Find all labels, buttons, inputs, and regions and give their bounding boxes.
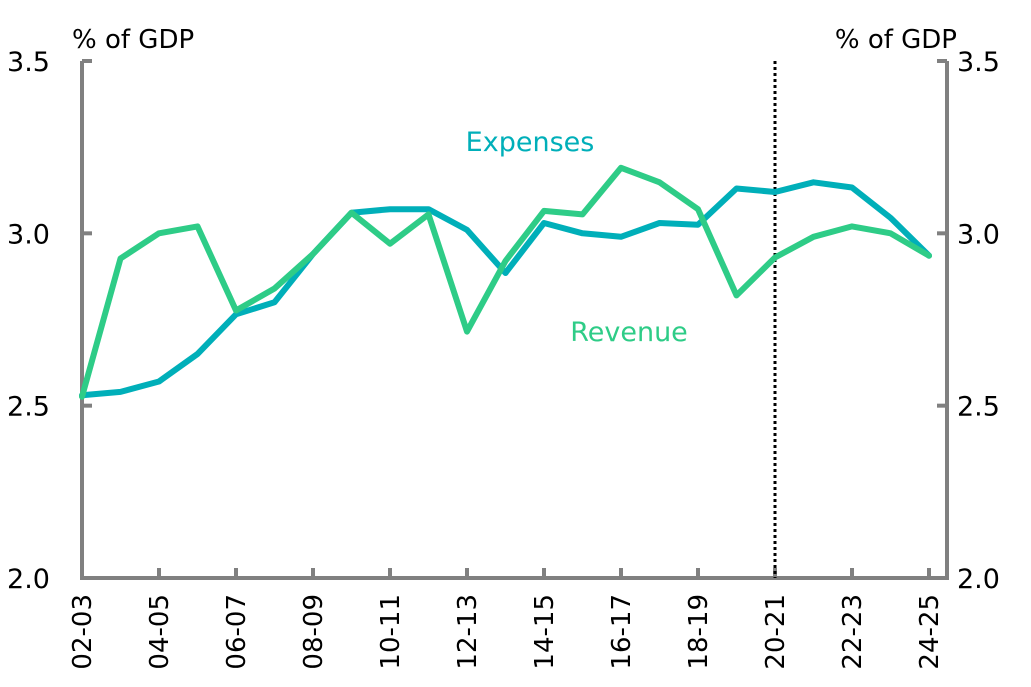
y-tick-label-right: 3.5: [957, 47, 1000, 78]
x-tick-label: 18-19: [684, 594, 714, 670]
y-tick-label-left: 3.0: [7, 219, 50, 250]
series-lines: [79, 164, 932, 400]
y-tick-label-left: 2.0: [7, 564, 50, 595]
revenue-line: [79, 164, 932, 400]
y-tick-label-left: 2.5: [7, 392, 50, 423]
y-tick-label-right: 2.5: [957, 392, 1000, 423]
x-tick-label: 20-21: [761, 594, 791, 670]
labels: 2.0 2.0 2.5 2.5 3.0 3.0 3.5 3.5 02-03 04-05 06-07 0…: [7, 47, 1000, 670]
revenue-series-label: Revenue: [570, 317, 688, 348]
x-tick-label: 16-17: [607, 594, 637, 670]
x-tick-label: 08-09: [299, 594, 329, 670]
y-tick-label-right: 2.0: [957, 564, 1000, 595]
x-tick-label: 04-05: [145, 594, 175, 670]
x-tick-label: 14-15: [530, 594, 560, 670]
x-tick-label: 10-11: [376, 594, 406, 670]
x-tick-label: 06-07: [222, 594, 252, 670]
x-tick-label: 22-23: [838, 594, 868, 670]
x-tick-label: 24-25: [915, 594, 945, 670]
expenses-series-label: Expenses: [466, 127, 595, 158]
x-tick-label: 12-13: [453, 594, 483, 670]
y-tick-label-right: 3.0: [957, 219, 1000, 250]
y-tick-label-left: 3.5: [7, 47, 50, 78]
y-axis-unit-left: % of GDP: [72, 25, 194, 55]
y-axis-unit-right: % of GDP: [835, 25, 957, 55]
expenses-line: [79, 179, 932, 399]
axes: [80, 59, 949, 580]
x-tick-label: 02-03: [68, 594, 98, 670]
